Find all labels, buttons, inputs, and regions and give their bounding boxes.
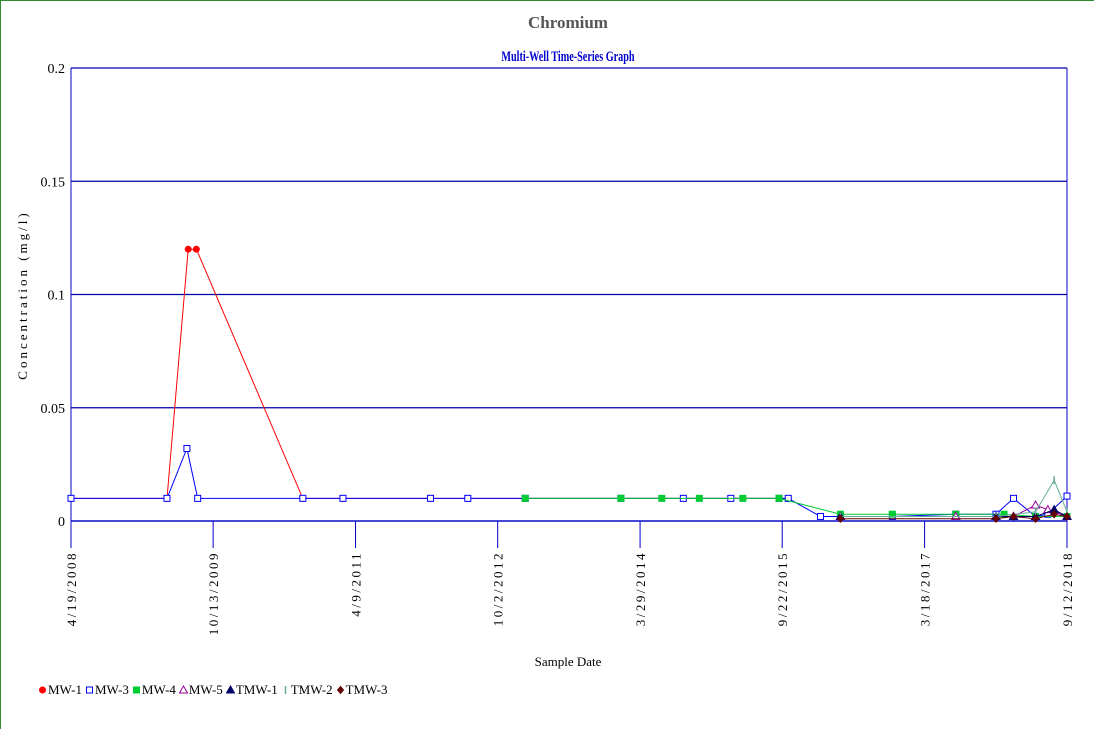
data-point bbox=[836, 514, 845, 524]
data-point bbox=[183, 445, 191, 453]
series-layer bbox=[67, 245, 1072, 524]
legend-label: TMW-1 bbox=[235, 682, 278, 697]
legend-marker bbox=[132, 686, 140, 694]
data-point bbox=[67, 494, 75, 502]
legend-marker bbox=[39, 686, 46, 694]
legend-item-tmw-1: TMW-1 bbox=[225, 682, 278, 698]
x-tick-label: 4/19/2008 bbox=[64, 551, 79, 626]
series-mw-3 bbox=[67, 445, 1071, 520]
x-tick-label: 3/29/2014 bbox=[633, 551, 648, 626]
series-line-mw-3 bbox=[71, 446, 1068, 518]
data-point bbox=[888, 510, 896, 518]
data-point bbox=[950, 511, 961, 520]
legend-label: MW-5 bbox=[188, 682, 223, 697]
series-tmw-3 bbox=[836, 509, 1071, 524]
legend-swatch bbox=[225, 685, 235, 694]
legend-label: TMW-3 bbox=[345, 682, 388, 697]
legend-item-mw-5: MW-5 bbox=[178, 682, 223, 698]
data-point bbox=[163, 494, 171, 502]
x-tick-label: 3/18/2017 bbox=[918, 551, 933, 626]
data-point bbox=[1050, 509, 1058, 519]
legend-item-mw-4: MW-4 bbox=[132, 682, 176, 698]
data-point bbox=[775, 494, 783, 502]
data-point bbox=[1063, 492, 1071, 500]
data-point bbox=[184, 245, 192, 253]
data-point bbox=[464, 494, 472, 502]
series-mw-1 bbox=[67, 245, 792, 502]
series-line-mw-4 bbox=[525, 497, 1067, 517]
data-point bbox=[1063, 512, 1071, 521]
data-point bbox=[658, 494, 666, 502]
legend-marker bbox=[85, 686, 93, 694]
chart-title: Chromium bbox=[528, 13, 608, 32]
y-tick-label: 0.1 bbox=[48, 289, 66, 304]
legend-swatch bbox=[284, 686, 286, 694]
legend-item-mw-1: MW-1 bbox=[38, 682, 82, 698]
x-tick-label: 10/2/2012 bbox=[491, 551, 506, 626]
y-tick-label: 0 bbox=[58, 515, 65, 530]
x-tick-label: 10/13/2009 bbox=[206, 551, 221, 635]
legend-item-tmw-3: TMW-3 bbox=[336, 682, 388, 698]
data-point bbox=[739, 494, 747, 502]
data-point bbox=[192, 245, 200, 253]
series-mw-4 bbox=[521, 494, 1071, 520]
data-point bbox=[1010, 494, 1018, 502]
data-point bbox=[617, 494, 625, 502]
y-tick-label: 0.05 bbox=[41, 402, 66, 417]
legend-label: TMW-2 bbox=[290, 682, 333, 697]
legend-swatch bbox=[39, 686, 46, 694]
legend-label: MW-3 bbox=[94, 682, 129, 697]
legend-label: MW-4 bbox=[141, 682, 176, 697]
legend-swatch bbox=[132, 686, 140, 694]
data-point bbox=[1009, 512, 1018, 521]
legend: MW-1 MW-3 MW-4 MW-5 TMW-1 TMW-2 TMW-3 bbox=[38, 682, 390, 698]
axes-layer: 0 0.05 0.1 0.15 0.2 4/19/2008 10/13/2009 4/9/20… bbox=[41, 62, 1076, 635]
data-point bbox=[695, 494, 703, 502]
x-tick-label: 4/9/2011 bbox=[349, 551, 364, 617]
y-tick-label: 0.15 bbox=[41, 175, 66, 190]
legend-swatch bbox=[178, 685, 188, 694]
chart-subtitle: Multi-Well Time-Series Graph bbox=[501, 48, 634, 64]
data-point bbox=[427, 494, 435, 502]
x-tick-label: 9/12/2018 bbox=[1060, 551, 1075, 626]
legend-marker bbox=[225, 685, 235, 694]
legend-item-tmw-2: TMW-2 bbox=[281, 682, 333, 698]
x-tick-label: 9/22/2015 bbox=[775, 551, 790, 626]
data-point bbox=[784, 494, 792, 502]
legend-marker bbox=[336, 685, 344, 695]
data-point bbox=[339, 494, 347, 502]
series-line-mw-1 bbox=[71, 248, 789, 499]
legend-item-mw-3: MW-3 bbox=[85, 682, 129, 698]
data-point bbox=[194, 494, 202, 502]
data-point bbox=[816, 512, 824, 520]
data-point bbox=[1031, 514, 1040, 524]
data-point bbox=[992, 514, 1000, 524]
x-axis-label: Sample Date bbox=[535, 654, 602, 669]
legend-swatch bbox=[85, 686, 93, 694]
grid-layer bbox=[71, 67, 1067, 522]
legend-swatch bbox=[336, 685, 344, 695]
legend-label: MW-1 bbox=[48, 682, 82, 697]
y-axis-label: Concentration (mg/l) bbox=[15, 210, 30, 379]
y-tick-label: 0.2 bbox=[48, 62, 66, 77]
data-point bbox=[521, 494, 529, 502]
legend-marker bbox=[178, 685, 188, 694]
data-point bbox=[299, 494, 307, 502]
